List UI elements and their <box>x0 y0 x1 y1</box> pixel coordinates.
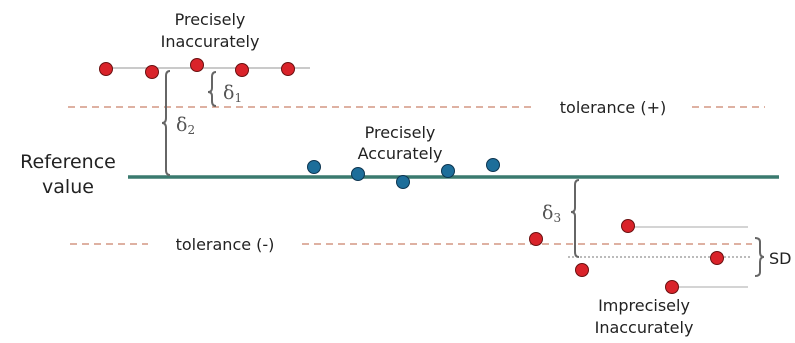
blue-point <box>351 167 365 181</box>
imprecisely-inaccurately-label-line2: Inaccurately <box>595 318 694 337</box>
sd-bracket <box>754 237 765 277</box>
red-point <box>710 251 724 265</box>
reference-value-label-line1: Reference <box>20 151 116 173</box>
precisely-accurately-label-line1: Precisely <box>365 123 436 142</box>
delta2-subscript: 2 <box>187 123 195 137</box>
reference-value-label-line2: value <box>42 176 94 198</box>
red-point <box>190 58 204 72</box>
red-point <box>281 62 295 76</box>
blue-point <box>396 175 410 189</box>
precisely-accurately-label-line2: Accurately <box>358 144 443 163</box>
imprecisely-inaccurately-label-line1: Imprecisely <box>598 296 690 315</box>
precisely-inaccurately-label-line1: Precisely <box>175 10 246 29</box>
delta1-label: δ1 <box>223 82 242 105</box>
delta2-label: δ2 <box>176 114 195 137</box>
red-point <box>665 280 679 294</box>
delta1-subscript: 1 <box>234 91 242 105</box>
delta3-subscript: 3 <box>553 211 561 225</box>
red-point <box>99 62 113 76</box>
red-point <box>529 232 543 246</box>
delta2-bracket <box>161 70 171 176</box>
blue-point <box>486 158 500 172</box>
precisely-inaccurately-label-line2: Inaccurately <box>161 32 260 51</box>
red-point <box>575 263 589 277</box>
sd-label: SD <box>769 249 791 268</box>
red-point <box>145 65 159 79</box>
delta2-symbol: δ <box>176 114 187 136</box>
delta1-bracket <box>207 71 217 107</box>
tolerance-minus-label: tolerance (-) <box>176 235 275 254</box>
delta3-symbol: δ <box>542 202 553 224</box>
red-point <box>621 219 635 233</box>
delta3-label: δ3 <box>542 202 561 225</box>
tolerance-plus-label: tolerance (+) <box>560 98 667 117</box>
red-point <box>235 63 249 77</box>
delta1-symbol: δ <box>223 82 234 104</box>
delta3-bracket <box>570 179 580 258</box>
blue-point <box>307 160 321 174</box>
blue-point <box>441 164 455 178</box>
